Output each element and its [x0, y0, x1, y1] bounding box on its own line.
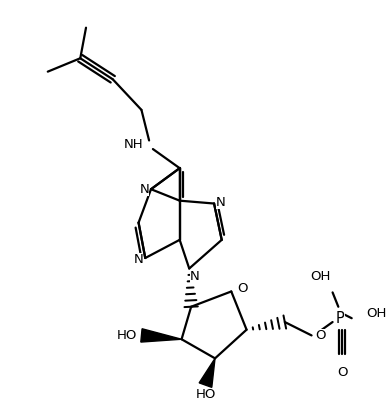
Text: HO: HO — [117, 329, 138, 342]
Text: OH: OH — [366, 307, 386, 320]
Polygon shape — [199, 358, 215, 387]
Text: N: N — [139, 183, 149, 196]
Text: N: N — [216, 196, 226, 209]
Text: N: N — [190, 270, 200, 284]
Text: O: O — [337, 366, 347, 379]
Text: NH: NH — [124, 138, 143, 151]
Text: N: N — [134, 253, 143, 266]
Text: O: O — [237, 282, 247, 295]
Text: O: O — [315, 329, 326, 342]
Polygon shape — [141, 329, 181, 342]
Text: P: P — [336, 311, 345, 326]
Text: OH: OH — [310, 270, 331, 283]
Text: HO: HO — [195, 388, 216, 401]
